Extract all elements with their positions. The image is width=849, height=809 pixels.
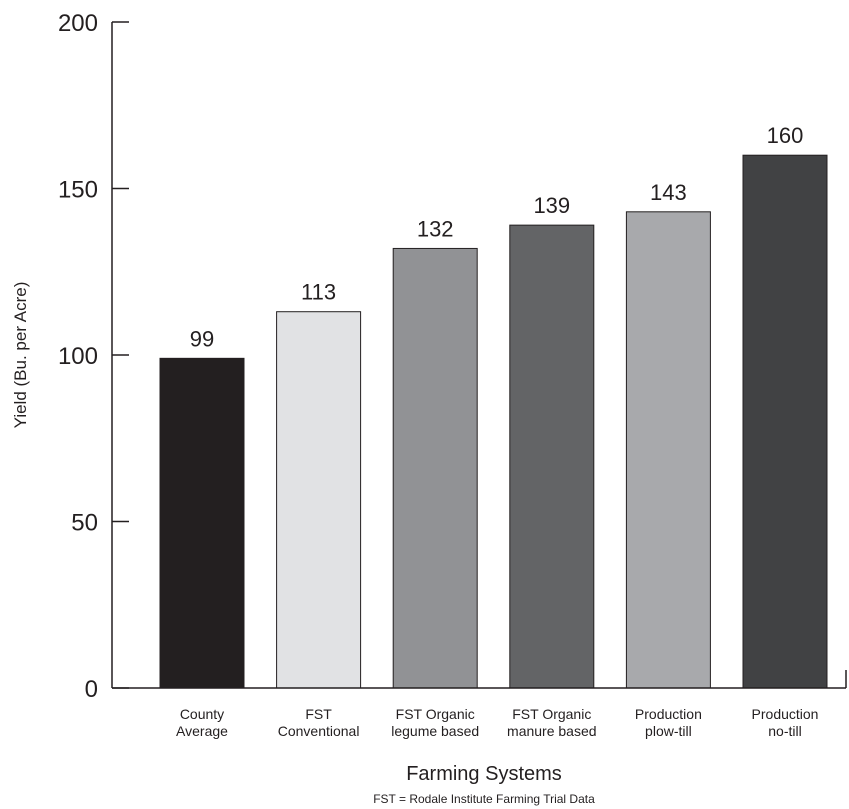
bar-value-label: 132 xyxy=(417,216,454,241)
category-label: Production no-till xyxy=(752,706,819,739)
bar-value-label: 139 xyxy=(533,193,570,218)
category-label: FST Organic manure based xyxy=(507,706,597,739)
bar-value-label: 143 xyxy=(650,180,687,205)
x-axis-title: Farming Systems xyxy=(406,763,562,785)
value-labels-group: 99 113 132 139 143 160 xyxy=(190,123,804,351)
category-label: County Average xyxy=(176,706,228,739)
category-labels-group: County Average FST Conventional FST Organic l… xyxy=(176,706,818,739)
bar-value-label: 160 xyxy=(767,123,804,148)
y-tick-label: 0 xyxy=(85,676,98,703)
bar xyxy=(392,247,478,689)
y-ticks-group: 0 50 100 150 200 xyxy=(58,10,129,703)
y-tick-label: 200 xyxy=(58,10,98,37)
bar xyxy=(625,211,711,689)
bars-group xyxy=(159,154,828,689)
y-tick-label: 100 xyxy=(58,343,98,370)
bar-value-label: 113 xyxy=(301,280,336,305)
category-label: FST Conventional xyxy=(278,706,360,739)
footnote: FST = Rodale Institute Farming Trial Dat… xyxy=(373,792,595,806)
bar xyxy=(159,357,245,689)
y-tick-label: 150 xyxy=(58,177,98,204)
bar xyxy=(276,311,362,689)
y-axis-title: Yield (Bu. per Acre) xyxy=(11,282,30,429)
bar-value-label: 99 xyxy=(190,326,214,351)
y-tick-label: 50 xyxy=(71,510,98,537)
category-label: FST Organic legume based xyxy=(391,706,479,739)
bar xyxy=(509,224,595,689)
bar xyxy=(742,154,828,689)
category-label: Production plow-till xyxy=(635,706,702,739)
